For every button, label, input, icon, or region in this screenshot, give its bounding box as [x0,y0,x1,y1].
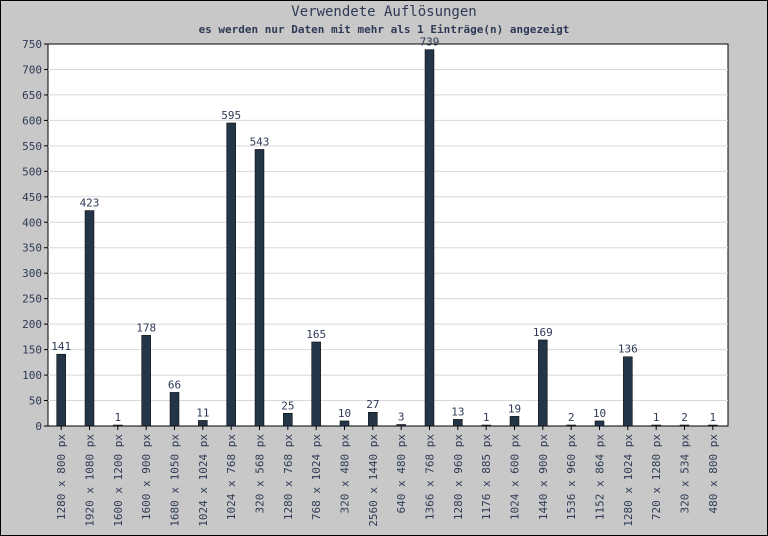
bar [56,353,66,427]
x-tick-label: 1280 x 960 px [452,434,465,520]
bar [623,356,633,427]
bar [679,424,690,427]
bar-value-label: 1 [115,411,122,424]
bar [396,424,406,427]
x-tick-label: 1024 x 768 px [225,434,238,520]
bar-value-label: 141 [51,340,71,353]
x-tick-label: 1536 x 960 px [565,434,578,520]
x-tick-label: 1280 x 1024 px [622,434,635,527]
bar [538,339,548,427]
bar [481,424,491,427]
bar-value-label: 178 [136,321,156,334]
bar [141,335,151,427]
y-tick-label: 450 [22,191,42,204]
x-tick-label: 1280 x 800 px [55,434,68,520]
bar-value-label: 595 [221,109,241,122]
y-tick-label: 250 [22,293,42,306]
x-tick-label: 768 x 1024 px [310,434,323,520]
bar-value-label: 543 [250,135,270,148]
bar-value-label: 1 [653,411,660,424]
bar-value-label: 3 [398,410,405,423]
chart-subtitle: es werden nur Daten mit mehr als 1 Eintr… [198,23,570,36]
x-axis-ticks: 1280 x 800 px 1920 x 1080 px 1600 x 1200 p… [55,426,720,527]
y-tick-label: 50 [29,395,42,408]
bar-value-label: 1 [483,411,490,424]
plot-area [47,43,729,427]
x-tick-label: 1024 x 1024 px [197,434,210,527]
y-tick-label: 300 [22,267,42,280]
y-tick-label: 100 [22,369,42,382]
x-tick-label: 1366 x 768 px [424,434,437,520]
chart-title: Verwendete Auflösungen [291,4,477,20]
x-tick-label: 720 x 1280 px [650,434,663,520]
y-tick-label: 500 [22,165,42,178]
bar [311,341,321,427]
y-tick-label: 600 [22,114,42,127]
bar-value-label: 66 [168,378,181,391]
y-tick-label: 350 [22,242,42,255]
bar [169,392,180,427]
x-tick-label: 320 x 534 px [679,434,692,514]
bar [198,420,208,427]
bar [254,149,265,427]
y-tick-label: 750 [22,38,42,51]
x-tick-label: 640 x 480 px [395,434,408,514]
bar [368,411,378,427]
y-tick-label: 650 [22,89,42,102]
bar-value-label: 423 [80,197,100,210]
bar-value-label: 1 [710,411,717,424]
bar [339,420,350,427]
y-tick-label: 150 [22,344,42,357]
bar [84,210,95,427]
bar [708,424,718,427]
y-tick-label: 400 [22,216,42,229]
bar [424,49,435,427]
bar-value-label: 169 [533,326,553,339]
bar-value-label: 25 [281,399,294,412]
x-tick-label: 1600 x 1200 px [112,434,125,527]
bar-value-label: 13 [451,405,464,418]
bar [566,424,576,427]
y-tick-label: 0 [35,420,42,433]
bar-value-label: 10 [338,407,351,420]
x-tick-label: 1176 x 885 px [480,434,493,520]
bar-value-label: 10 [593,407,606,420]
bar [113,424,123,427]
y-tick-label: 700 [22,63,42,76]
x-tick-label: 1280 x 768 px [282,434,295,520]
bar-value-label: 19 [508,402,521,415]
y-tick-label: 200 [22,318,42,331]
bar [453,419,463,427]
bar [283,413,293,427]
y-tick-label: 550 [22,140,42,153]
x-tick-label: 1680 x 1050 px [169,434,182,527]
x-tick-label: 1440 x 900 px [537,434,550,520]
x-tick-label: 480 x 800 px [707,434,720,514]
x-tick-label: 320 x 480 px [339,434,352,514]
x-tick-label: 1024 x 600 px [509,434,522,520]
x-tick-label: 2560 x 1440 px [367,434,380,527]
bar-value-label: 165 [306,328,326,341]
x-tick-label: 1920 x 1080 px [84,434,97,527]
bar-value-label: 2 [568,411,575,424]
x-tick-label: 1152 x 864 px [594,434,607,520]
bar-value-label: 136 [618,343,638,356]
bar [509,416,520,427]
bar [594,420,605,427]
bar [226,122,236,427]
bar-series [56,49,718,427]
grid-lines [48,68,728,402]
y-axis-ticks: 0 50 100 150 200 250 300 350 400 450 500 550 600 650 7… [22,38,48,433]
bar-value-label: 11 [196,406,209,419]
bar [651,424,661,427]
bar-value-label: 2 [681,411,688,424]
x-tick-label: 320 x 568 px [254,434,267,514]
bar-value-label: 27 [366,398,379,411]
bar-value-label: 739 [420,36,440,49]
x-tick-label: 1600 x 900 px [140,434,153,520]
